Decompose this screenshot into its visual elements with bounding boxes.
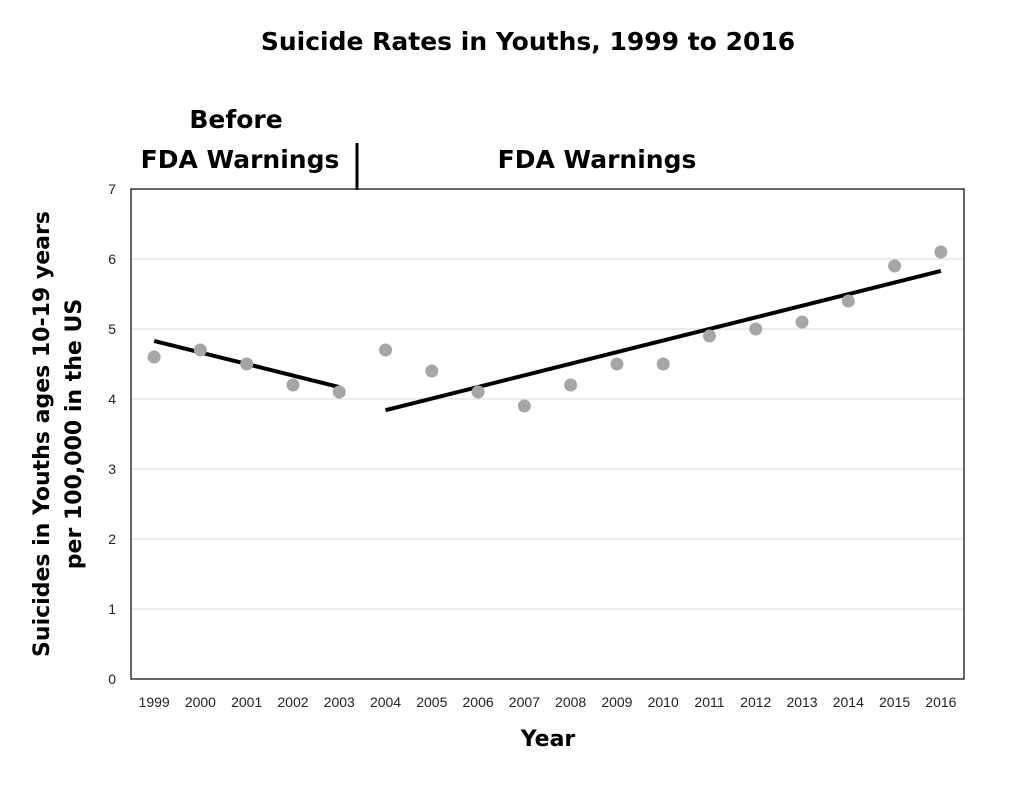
data-point [517,399,531,413]
x-axis-ticks: 1999 2000 2001 2002 2003 2004 2005 2006 2007 2008… [139,694,957,710]
y-tick-label: 1 [108,601,116,617]
plot-area [130,188,965,680]
y-axis-title: Suicides in Youths ages 10-19 years per … [30,211,87,657]
data-point [795,315,809,329]
x-tick-label: 2014 [833,694,864,710]
chart-title: Suicide Rates in Youths, 1999 to 2016 [261,27,795,56]
x-tick-label: 2002 [277,694,308,710]
x-tick-label: 2006 [463,694,494,710]
y-axis-title-line1: Suicides in Youths ages 10-19 years [30,211,55,657]
y-tick-label: 4 [108,391,116,407]
data-point [240,357,254,371]
y-tick-label: 5 [108,321,116,337]
data-point [656,357,670,371]
x-tick-label: 2009 [601,694,632,710]
x-tick-label: 2011 [694,694,724,710]
x-tick-label: 2015 [879,694,910,710]
data-point [888,259,902,273]
data-point [332,385,346,399]
gridlines [131,258,964,610]
data-point [749,322,763,336]
data-point [610,357,624,371]
y-axis-title-line2: per 100,000 in the US [62,299,87,569]
data-point [425,364,439,378]
y-tick-label: 7 [108,181,116,197]
annotation-before-line2: FDA Warnings [141,145,340,174]
x-tick-label: 2010 [648,694,679,710]
y-tick-label: 0 [108,671,116,687]
x-tick-label: 2000 [185,694,216,710]
data-point [379,343,393,357]
data-point [471,385,485,399]
data-point [841,294,855,308]
data-points [147,245,948,413]
x-tick-label: 2007 [509,694,540,710]
y-tick-label: 2 [108,531,116,547]
x-tick-label: 2012 [740,694,771,710]
x-tick-label: 2008 [555,694,586,710]
y-tick-label: 3 [108,461,116,477]
data-point [934,245,948,259]
data-point [147,350,161,364]
data-point [193,343,207,357]
annotation-after: FDA Warnings [498,145,697,174]
data-point [286,378,300,392]
y-tick-label: 6 [108,251,116,267]
x-tick-label: 2005 [416,694,447,710]
annotation-before-line1: Before [189,105,282,134]
x-tick-label: 1999 [139,694,170,710]
x-tick-label: 2016 [925,694,956,710]
x-tick-label: 2001 [231,694,262,710]
y-axis-ticks: 0 1 2 3 4 5 6 7 [108,181,116,687]
trend-lines [153,268,942,413]
x-tick-label: 2003 [324,694,355,710]
x-axis-title: Year [520,727,576,752]
x-tick-label: 2013 [786,694,817,710]
trend-line [385,268,942,413]
x-tick-label: 2004 [370,694,401,710]
data-point [564,378,578,392]
data-point [702,329,716,343]
